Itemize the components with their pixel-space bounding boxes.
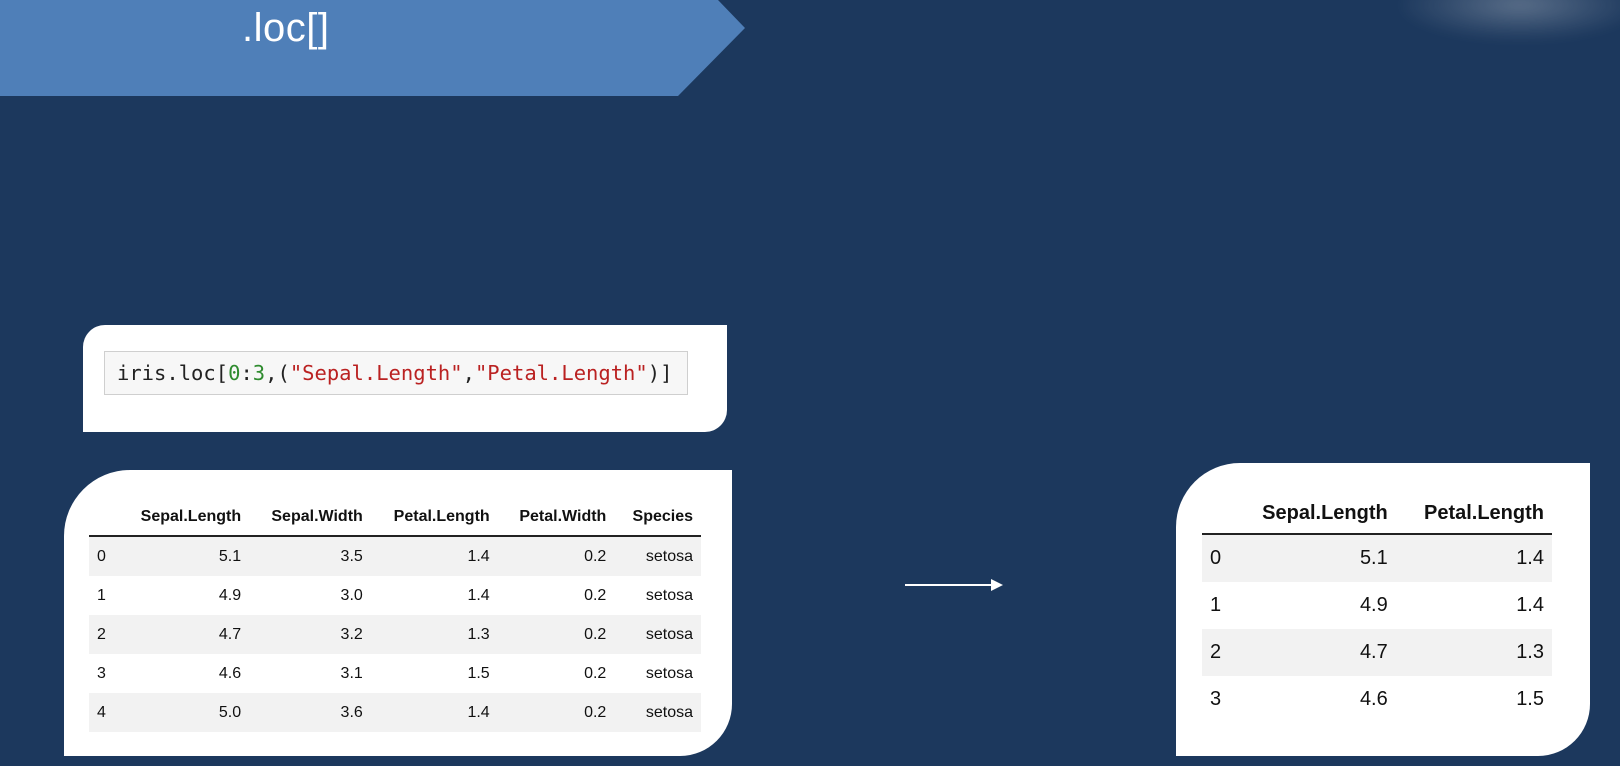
- table-header-row: Sepal.Length Petal.Length: [1202, 493, 1552, 535]
- output-dataframe: Sepal.Length Petal.Length 0 5.1 1.4 1 4.…: [1202, 493, 1552, 723]
- table-row: 2 4.7 1.3: [1202, 629, 1552, 676]
- row-index: 3: [1210, 688, 1222, 710]
- table-cell: 4.9: [1359, 594, 1388, 616]
- table-cell: 0.2: [584, 586, 607, 604]
- table-cell: 1.3: [1395, 629, 1552, 676]
- table-cell: 0.2: [497, 693, 615, 732]
- code-start-index: 0: [228, 361, 241, 385]
- code-cell-card: iris.loc[0:3,("Sepal.Length","Petal.Leng…: [83, 325, 727, 432]
- table-cell: 4.9: [218, 586, 242, 604]
- table-row: 3 4.6 1.5: [1202, 676, 1552, 723]
- right-arrow-icon: [905, 579, 1003, 591]
- row-index: 0: [1202, 534, 1234, 582]
- table-row: 3 4.6 3.1 1.5 0.2 setosa: [89, 654, 701, 693]
- table-cell: 0.2: [584, 664, 607, 682]
- table-cell: 1.4: [370, 693, 498, 732]
- table-cell: 1.5: [467, 664, 490, 682]
- column-header: Sepal.Length: [1233, 493, 1396, 535]
- table-cell: setosa: [614, 536, 701, 576]
- table-cell: 4.6: [1359, 688, 1388, 710]
- column-header: Sepal.Width: [249, 498, 371, 537]
- table-cell: 4.7: [1233, 629, 1396, 676]
- table-cell: 3.1: [340, 664, 363, 682]
- code-colon: :: [240, 361, 253, 385]
- code-input[interactable]: iris.loc[0:3,("Sepal.Length","Petal.Leng…: [104, 351, 688, 395]
- table-cell: 5.0: [117, 693, 250, 732]
- column-header: Sepal.Length: [117, 498, 250, 537]
- table-cell: 4.6: [218, 664, 242, 682]
- code-comma: ,: [462, 361, 475, 385]
- row-index: 1: [1210, 594, 1222, 616]
- table-cell: setosa: [614, 693, 701, 732]
- code-end-index: 3: [252, 361, 266, 385]
- table-row: 1 4.9 1.4: [1202, 582, 1552, 629]
- column-header: Petal.Width: [497, 498, 615, 537]
- row-index: 4: [89, 693, 118, 732]
- row-index: 2: [1202, 629, 1234, 676]
- table-cell: setosa: [614, 615, 701, 654]
- table-cell: 4.7: [117, 615, 250, 654]
- code-separator: ,(: [265, 361, 290, 385]
- index-header: [89, 498, 118, 537]
- code-column-1: "Sepal.Length": [289, 361, 463, 385]
- table-cell: setosa: [645, 586, 693, 604]
- page-title: .loc[]: [242, 6, 330, 50]
- output-dataframe-card: Sepal.Length Petal.Length 0 5.1 1.4 1 4.…: [1176, 463, 1590, 756]
- input-dataframe: Sepal.Length Sepal.Width Petal.Length Pe…: [89, 498, 701, 732]
- table-row: 0 5.1 1.4: [1202, 534, 1552, 582]
- row-index: 3: [97, 664, 106, 682]
- table-cell: 1.4: [370, 536, 498, 576]
- table-cell: 3.2: [249, 615, 371, 654]
- row-index: 1: [97, 586, 106, 604]
- code-column-2: "Petal.Length": [474, 361, 648, 385]
- code-prefix: iris.loc[: [117, 361, 229, 385]
- index-header: [1202, 493, 1234, 535]
- table-row: 0 5.1 3.5 1.4 0.2 setosa: [89, 536, 701, 576]
- table-cell: setosa: [645, 664, 693, 682]
- table-row: 4 5.0 3.6 1.4 0.2 setosa: [89, 693, 701, 732]
- table-cell: 3.0: [340, 586, 363, 604]
- column-header: Petal.Length: [1395, 493, 1552, 535]
- table-cell: 3.5: [249, 536, 371, 576]
- table-cell: 1.5: [1516, 688, 1544, 710]
- title-banner: .loc[]: [0, 0, 745, 96]
- table-cell: 3.6: [249, 693, 371, 732]
- table-cell: 1.4: [1516, 594, 1544, 616]
- column-header: Species: [614, 498, 701, 537]
- column-header: Petal.Length: [370, 498, 498, 537]
- table-cell: 0.2: [497, 615, 615, 654]
- table-row: 2 4.7 3.2 1.3 0.2 setosa: [89, 615, 701, 654]
- row-index: 0: [89, 536, 118, 576]
- code-suffix: )]: [647, 361, 673, 385]
- table-cell: 1.3: [370, 615, 498, 654]
- input-dataframe-card: Sepal.Length Sepal.Width Petal.Length Pe…: [64, 470, 732, 756]
- table-row: 1 4.9 3.0 1.4 0.2 setosa: [89, 576, 701, 615]
- table-cell: 1.4: [1395, 534, 1552, 582]
- row-index: 2: [89, 615, 118, 654]
- banner-arrow-shape: [0, 0, 745, 96]
- table-cell: 5.1: [1233, 534, 1396, 582]
- glare-decoration: [1400, 0, 1620, 40]
- table-cell: 5.1: [117, 536, 250, 576]
- table-header-row: Sepal.Length Sepal.Width Petal.Length Pe…: [89, 498, 701, 537]
- table-cell: 1.4: [467, 586, 490, 604]
- table-cell: 0.2: [497, 536, 615, 576]
